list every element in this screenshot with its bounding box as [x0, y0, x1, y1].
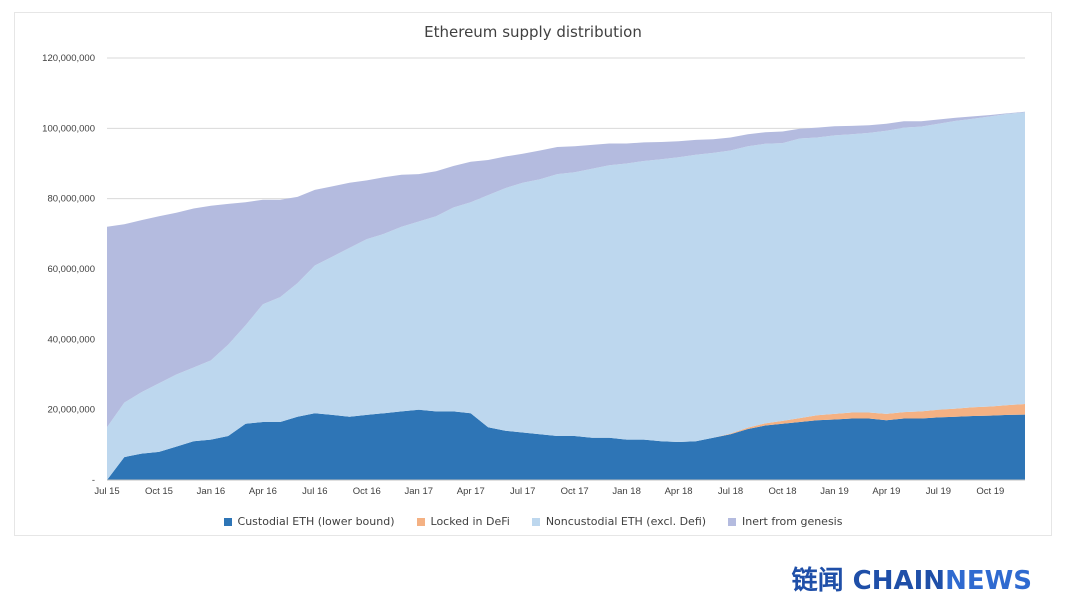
x-tick-label: Jan 18	[612, 486, 641, 497]
y-tick-label: 40,000,000	[47, 334, 95, 345]
x-tick-label: Jul 16	[302, 486, 327, 497]
chart-title: Ethereum supply distribution	[424, 23, 642, 41]
legend-swatch	[728, 517, 737, 526]
legend-label: Noncustodial ETH (excl. Defi)	[545, 515, 707, 528]
x-tick-label: Jul 15	[94, 486, 119, 497]
legend-label: Custodial ETH (lower bound)	[237, 515, 395, 528]
area-locked-in-defi	[107, 404, 1025, 480]
legend-swatch	[531, 517, 540, 526]
logo-news-text: NEWS	[945, 566, 1032, 596]
x-tick-label: Jan 19	[820, 486, 849, 497]
area-noncustodial-eth-excl-defi	[107, 112, 1025, 480]
x-tick-label: Apr 19	[872, 486, 900, 497]
y-tick-label: 80,000,000	[47, 194, 95, 205]
legend-item: Inert from genesis	[728, 515, 842, 528]
chart-legend: Custodial ETH (lower bound) Locked in DeF…	[15, 515, 1051, 528]
x-tick-label: Oct 15	[145, 486, 173, 497]
x-tick-label: Jan 16	[197, 486, 226, 497]
logo-cn-text: 链闻	[791, 566, 844, 596]
x-tick-label: Jan 17	[405, 486, 434, 497]
x-tick-label: Jul 17	[510, 486, 535, 497]
x-tick-label: Oct 17	[561, 486, 589, 497]
area-custodial-eth-lower-bound	[107, 409, 1025, 480]
x-tick-label: Oct 19	[976, 486, 1004, 497]
legend-item: Locked in DeFi	[416, 515, 510, 528]
y-tick-label: 120,000,000	[42, 53, 95, 64]
legend-swatch	[416, 517, 425, 526]
x-tick-label: Apr 16	[249, 486, 277, 497]
x-tick-label: Oct 18	[769, 486, 797, 497]
legend-label: Inert from genesis	[742, 515, 843, 528]
y-tick-label: -	[92, 475, 95, 486]
y-tick-label: 60,000,000	[47, 264, 95, 275]
chart-plot: - 20,000,000 40,000,000 60,000,000 80,000,00…	[42, 53, 1025, 497]
legend-label: Locked in DeFi	[430, 515, 510, 528]
x-tick-label: Apr 17	[457, 486, 485, 497]
legend-item: Custodial ETH (lower bound)	[223, 515, 395, 528]
chainnews-logo: 链闻 CHAINNEWS	[792, 560, 1032, 597]
x-tick-label: Oct 16	[353, 486, 381, 497]
legend-swatch	[223, 517, 232, 526]
x-tick-label: Jul 18	[718, 486, 743, 497]
legend-item: Noncustodial ETH (excl. Defi)	[531, 515, 707, 528]
x-tick-label: Jul 19	[926, 486, 951, 497]
y-tick-label: 100,000,000	[42, 123, 95, 134]
x-tick-label: Apr 18	[665, 486, 693, 497]
logo-chain-text: CHAIN	[852, 566, 946, 596]
area-inert-from-genesis	[107, 111, 1025, 428]
chart-frame: Ethereum supply distribution - 20,000,000…	[14, 12, 1052, 536]
y-tick-label: 20,000,000	[47, 405, 95, 416]
